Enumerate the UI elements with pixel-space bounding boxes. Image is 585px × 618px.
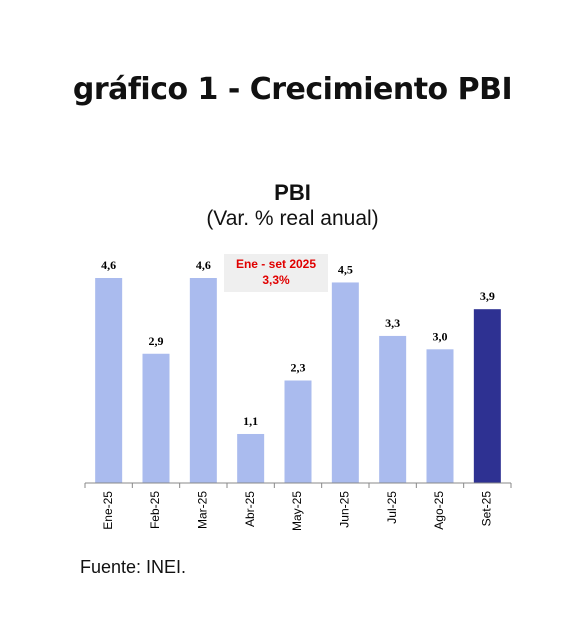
data-label: 1,1 [243, 414, 258, 428]
x-tick-label: Ago-25 [432, 491, 446, 530]
x-tick-label: Ene-25 [101, 491, 115, 530]
x-tick-label: Feb-25 [148, 491, 162, 529]
x-tick-label: Mar-25 [196, 491, 210, 529]
bar-ago-25 [426, 349, 454, 483]
bar-jun-25 [331, 282, 359, 483]
bar-abr-25 [237, 433, 265, 483]
data-label: 4,5 [338, 262, 353, 276]
annotation-box [224, 254, 328, 292]
bar-set-25 [473, 309, 501, 483]
x-tick-label: May-25 [290, 491, 304, 531]
x-axis-ticks: Ene-25 Feb-25 Mar-25 Abr-25 May-25 Jun-25 Jul-… [84, 483, 512, 531]
data-label: 4,6 [101, 258, 116, 272]
x-tick-label: Jul-25 [385, 491, 399, 524]
data-label: 3,0 [433, 329, 448, 343]
data-label: 2,3 [291, 361, 306, 375]
chart-title: PBI [274, 180, 311, 205]
x-tick-label: Abr-25 [243, 491, 257, 527]
x-tick-label: Jun-25 [338, 491, 352, 528]
annotation-period: Ene - set 2025 [236, 257, 316, 271]
bars [95, 278, 501, 483]
x-tick-label: Set-25 [480, 491, 494, 527]
bar-jul-25 [379, 335, 407, 483]
data-label: 4,6 [196, 258, 211, 272]
page-title: gráfico 1 - Crecimiento PBI [72, 72, 513, 107]
data-label: 3,9 [480, 289, 495, 303]
annotation-value: 3,3% [262, 273, 290, 287]
chart-subtitle: (Var. % real anual) [206, 207, 379, 230]
period-annotation: Ene - set 2025 3,3% [224, 254, 328, 292]
source-note: Fuente: INEI. [80, 557, 187, 577]
data-labels: 4,6 2,9 4,6 1,1 2,3 4,5 3,3 3,0 3,9 [101, 258, 495, 428]
bar-feb-25 [142, 353, 170, 483]
bar-ene-25 [95, 278, 123, 483]
data-label: 3,3 [385, 316, 400, 330]
bar-mar-25 [189, 278, 217, 483]
data-label: 2,9 [149, 334, 164, 348]
bar-may-25 [284, 380, 312, 483]
